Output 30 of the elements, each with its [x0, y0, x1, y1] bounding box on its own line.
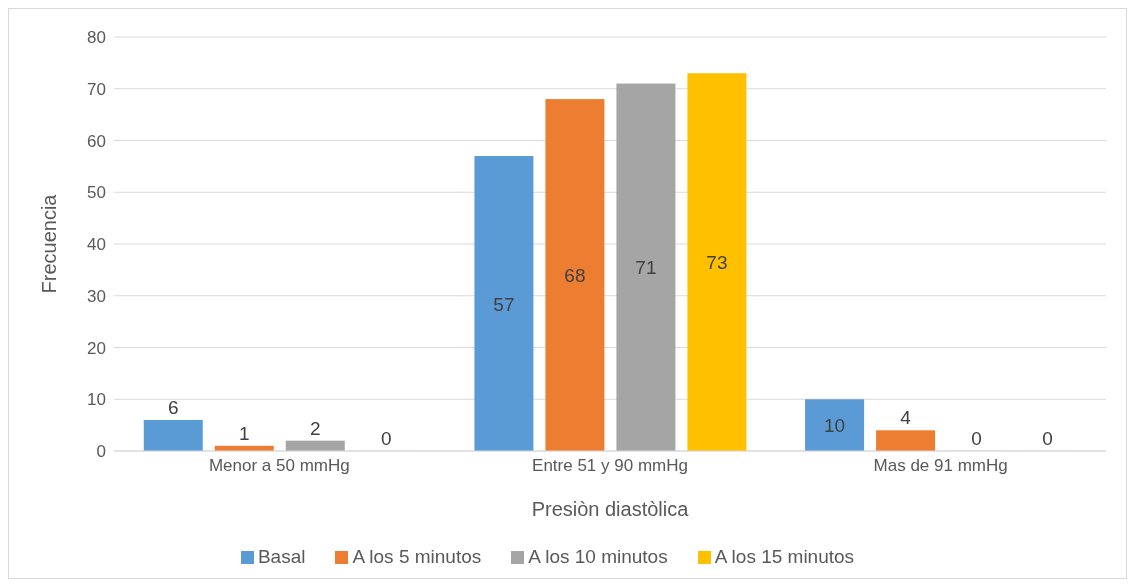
data-label: 0 — [971, 428, 982, 449]
data-label: 6 — [167, 396, 179, 418]
data-label: 68 — [564, 265, 586, 287]
x-tick-label: Mas de 91 mmHg — [873, 456, 1008, 476]
legend-label: A los 10 minutos — [528, 546, 668, 567]
data-label: 4 — [900, 407, 912, 429]
x-tick-label: Menor a 50 mmHg — [208, 456, 350, 476]
x-tick-label: Entre 51 y 90 mmHg — [532, 456, 688, 476]
data-label: 2 — [309, 417, 321, 439]
y-tick-label: 30 — [87, 286, 106, 306]
y-tick-label: 60 — [87, 131, 106, 151]
y-tick-label: 80 — [87, 28, 106, 48]
y-tick-label: 0 — [96, 442, 106, 462]
y-tick-label: 50 — [87, 183, 106, 203]
legend-label: Basal — [257, 546, 306, 567]
y-tick-label: 10 — [87, 390, 106, 410]
y-axis-title: Frecuencia — [38, 193, 61, 294]
data-label: 1 — [238, 422, 250, 444]
data-label: 73 — [706, 252, 728, 274]
data-label: 10 — [824, 415, 846, 437]
data-label: 0 — [1042, 428, 1053, 449]
y-tick-label: 70 — [87, 79, 106, 99]
legend-label: A los 5 minutos — [352, 546, 482, 567]
data-label: 0 — [380, 428, 392, 449]
y-tick-label: 40 — [87, 235, 106, 255]
x-axis-title: Presiòn diastòlica — [531, 498, 690, 520]
data-label: 71 — [635, 257, 657, 279]
data-label: 57 — [493, 293, 515, 315]
y-tick-label: 20 — [87, 338, 106, 358]
legend-label: A los 15 minutos — [714, 546, 855, 567]
